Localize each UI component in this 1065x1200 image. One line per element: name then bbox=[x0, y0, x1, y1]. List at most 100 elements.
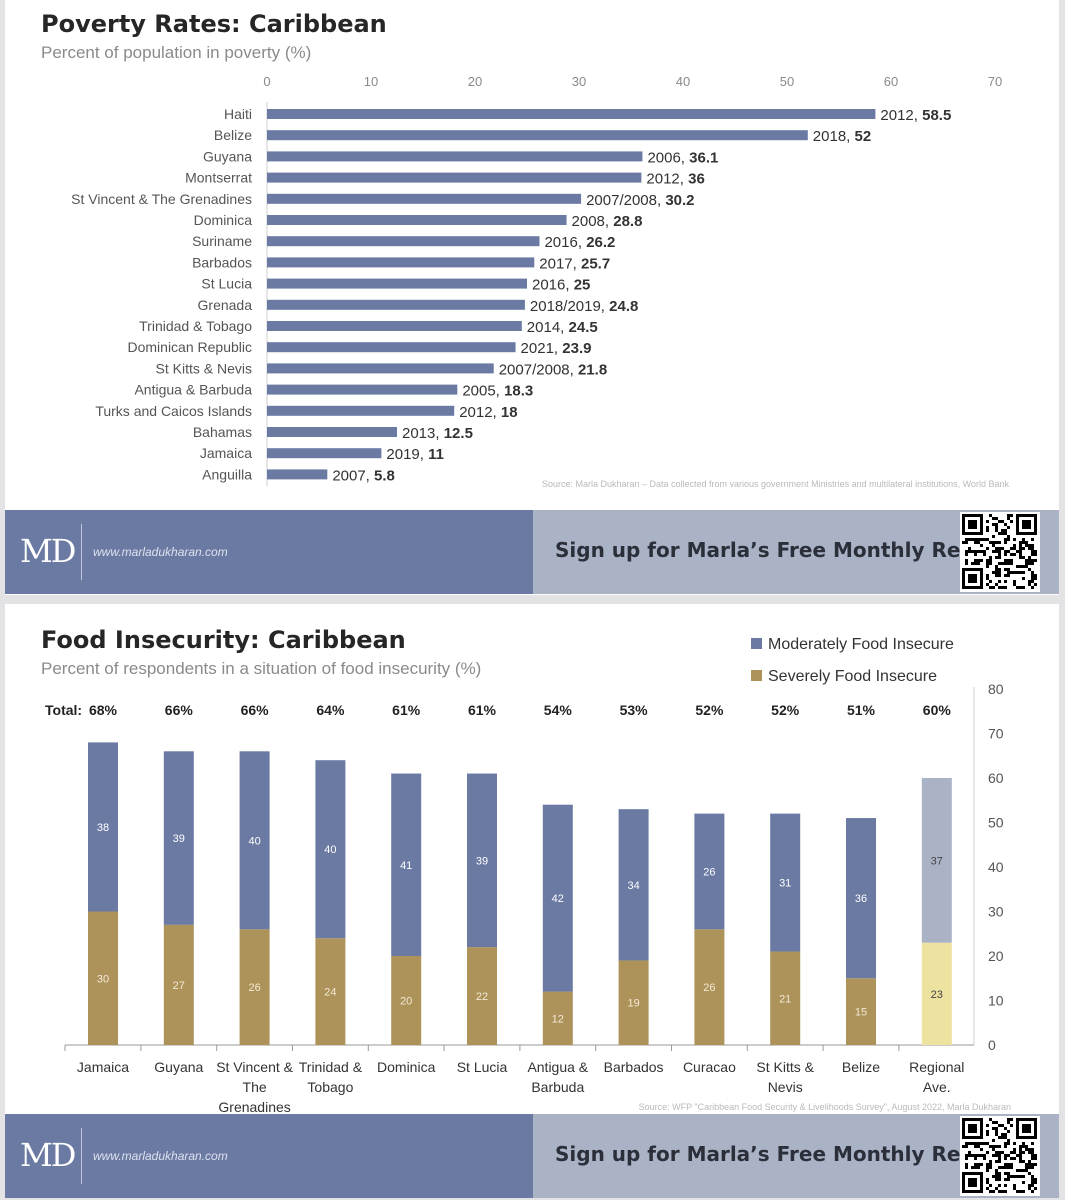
total-value-label: 68% bbox=[89, 702, 118, 718]
qr-module bbox=[1031, 1148, 1034, 1151]
y-tick-label: 50 bbox=[988, 815, 1004, 831]
qr-module bbox=[1034, 1163, 1037, 1166]
food-chart-subtitle: Percent of respondents in a situation of… bbox=[41, 659, 482, 678]
x-tick-label: 0 bbox=[263, 74, 270, 89]
moderate-bar-segment bbox=[239, 751, 270, 930]
qr-module bbox=[1031, 1178, 1034, 1181]
qr-module bbox=[980, 544, 983, 547]
qr-module bbox=[992, 1148, 995, 1151]
bar-value-label: 2007/2008, 30.2 bbox=[586, 192, 694, 209]
severe-bar-segment bbox=[467, 947, 497, 1045]
qr-module bbox=[1004, 553, 1007, 556]
qr-module bbox=[1028, 1151, 1031, 1154]
bar-value-label: 2012, 58.5 bbox=[880, 107, 951, 124]
qr-module bbox=[1031, 1166, 1034, 1169]
signup-cta[interactable]: Sign up for Marla’s Free Monthly Report bbox=[555, 538, 1008, 562]
qr-module bbox=[965, 538, 968, 541]
qr-module bbox=[1028, 1187, 1031, 1190]
category-label: Trinidad & bbox=[299, 1059, 363, 1075]
severe-value-label: 22 bbox=[476, 991, 488, 1003]
x-tick-label: 40 bbox=[676, 74, 690, 89]
qr-module bbox=[1001, 1190, 1004, 1193]
qr-module bbox=[998, 574, 1001, 577]
y-tick-label: 30 bbox=[988, 904, 1004, 920]
signup-panel[interactable]: Sign up for Marla’s Free Monthly Report bbox=[533, 510, 1059, 594]
qr-module bbox=[980, 1154, 983, 1157]
qr-module bbox=[968, 538, 971, 541]
qr-finder-core bbox=[968, 1124, 977, 1133]
category-label: Dominica bbox=[377, 1059, 436, 1075]
qr-module bbox=[998, 547, 1001, 550]
qr-module bbox=[998, 1172, 1001, 1175]
qr-module bbox=[995, 1127, 998, 1130]
qr-module bbox=[1031, 574, 1034, 577]
qr-module bbox=[1019, 1145, 1022, 1148]
qr-module bbox=[974, 1166, 977, 1169]
qr-module bbox=[1025, 1163, 1028, 1166]
poverty-source-note: Source: Marla Dukharan – Data collected … bbox=[541, 479, 1009, 489]
qr-module bbox=[965, 1163, 968, 1166]
qr-module bbox=[965, 553, 968, 556]
y-tick-label: 20 bbox=[988, 948, 1004, 964]
qr-module bbox=[1013, 1157, 1016, 1160]
qr-module bbox=[968, 1142, 971, 1145]
qr-module bbox=[1007, 1172, 1010, 1175]
qr-module bbox=[1019, 1160, 1022, 1163]
qr-module bbox=[1004, 1178, 1007, 1181]
qr-module bbox=[1019, 1190, 1022, 1193]
category-label: Barbuda bbox=[531, 1079, 584, 1095]
qr-module bbox=[1013, 547, 1016, 550]
qr-module bbox=[974, 562, 977, 565]
signup-cta[interactable]: Sign up for Marla’s Free Monthly Report bbox=[555, 1142, 1008, 1166]
qr-module bbox=[992, 523, 995, 526]
qr-module bbox=[989, 1118, 992, 1121]
signup-panel[interactable]: Sign up for Marla’s Free Monthly Report bbox=[533, 1114, 1059, 1198]
qr-module bbox=[992, 586, 995, 589]
qr-module bbox=[968, 1154, 971, 1157]
category-label: Montserrat bbox=[185, 170, 252, 186]
qr-module bbox=[1019, 1175, 1022, 1178]
total-value-label: 52% bbox=[695, 702, 724, 718]
poverty-bar-chart: 0 10 20 30 40 50 60 70 Haiti 2012, 58.5 Belize 2018… bbox=[71, 74, 1002, 487]
qr-module bbox=[1016, 550, 1019, 553]
moderate-bar-segment bbox=[391, 773, 422, 956]
qr-module bbox=[986, 583, 989, 586]
qr-module bbox=[1004, 1133, 1007, 1136]
qr-module bbox=[1022, 571, 1025, 574]
qr-module bbox=[1010, 1118, 1013, 1121]
bar-value-label: 2014, 24.5 bbox=[527, 319, 598, 336]
x-tick-label: 10 bbox=[364, 74, 378, 89]
moderate-value-label: 40 bbox=[324, 844, 336, 856]
bar-value-label: 2012, 18 bbox=[459, 404, 517, 421]
qr-module bbox=[992, 541, 995, 544]
moderate-value-label: 39 bbox=[173, 833, 185, 845]
qr-module bbox=[1022, 1181, 1025, 1184]
qr-module bbox=[992, 571, 995, 574]
food-chart-title: Food Insecurity: Caribbean bbox=[41, 626, 406, 654]
qr-module bbox=[1022, 1145, 1025, 1148]
qr-module bbox=[986, 1130, 989, 1133]
qr-module bbox=[1031, 1163, 1034, 1166]
website-link[interactable]: www.marladukharan.com bbox=[93, 1149, 228, 1163]
qr-module bbox=[1016, 1175, 1019, 1178]
qr-module bbox=[998, 1190, 1001, 1193]
qr-module bbox=[1019, 1169, 1022, 1172]
qr-module bbox=[995, 1130, 998, 1133]
qr-module bbox=[1010, 520, 1013, 523]
website-link[interactable]: www.marladukharan.com bbox=[93, 545, 228, 559]
qr-module bbox=[971, 1166, 974, 1169]
bar-value-label: 2013, 12.5 bbox=[402, 425, 473, 442]
moderate-bar-segment bbox=[694, 813, 725, 930]
qr-module bbox=[974, 1154, 977, 1157]
qr-module bbox=[1028, 544, 1031, 547]
qr-finder-core bbox=[968, 520, 977, 529]
qr-module bbox=[1010, 1151, 1013, 1154]
severe-bar-segment bbox=[542, 991, 573, 1045]
qr-module bbox=[1034, 1187, 1037, 1190]
footer-brand-panel: MD www.marladukharan.com bbox=[5, 1114, 533, 1198]
qr-module bbox=[971, 1142, 974, 1145]
qr-module bbox=[992, 1127, 995, 1130]
qr-module bbox=[971, 538, 974, 541]
x-tick-label: 30 bbox=[572, 74, 586, 89]
footer-banner: MD www.marladukharan.com Sign up for Mar… bbox=[5, 510, 1059, 594]
